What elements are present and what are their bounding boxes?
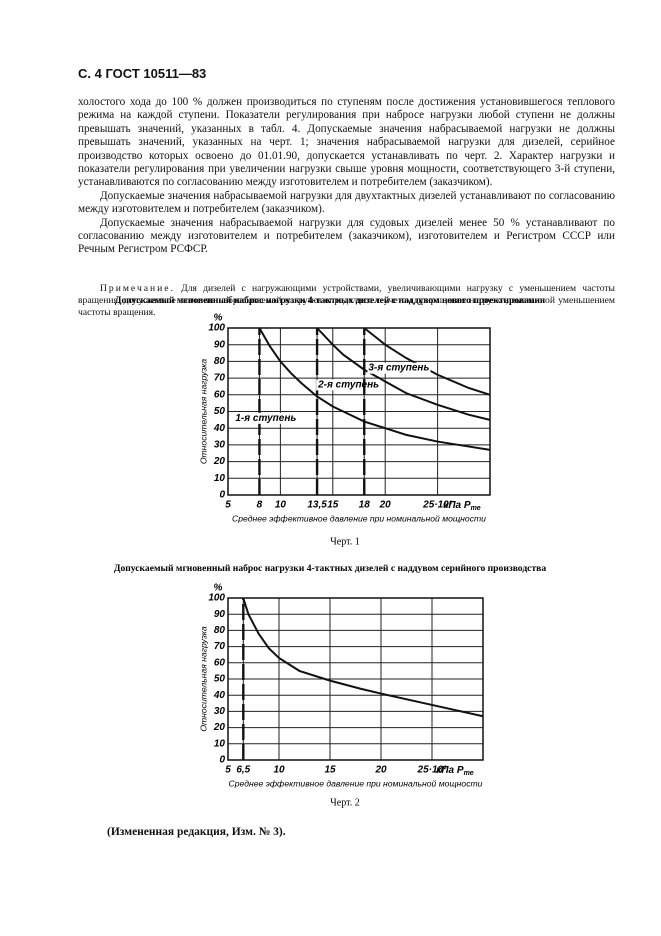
x-tick-label: 15: [327, 500, 339, 511]
chart-caption: Черт. 1: [330, 536, 359, 547]
x-tick-label: 15: [324, 765, 336, 776]
x-unit: кПа Pme: [443, 500, 481, 512]
y-tick-label: 60: [214, 389, 226, 400]
plot-frame: [227, 597, 484, 761]
paragraph: Допускаемые значения набрасываемой нагру…: [78, 216, 615, 256]
y-tick-label: 0: [219, 755, 225, 766]
curve: [316, 327, 491, 421]
y-tick-label: 10: [214, 738, 226, 749]
plot-frame: [227, 327, 491, 496]
chart-title: Допускаемый мгновенный наброс нагрузки 4…: [115, 295, 545, 306]
y-axis-label: Относительная нагрузка: [198, 626, 208, 732]
x-tick-label: 10: [273, 765, 285, 776]
paragraph: Допускаемые значения набрасываемой нагру…: [78, 189, 615, 216]
y-tick-label: 0: [219, 490, 225, 501]
chart-caption: Черт. 2: [330, 797, 359, 808]
series-label: 2-я ступень: [317, 379, 379, 390]
curve: [258, 327, 491, 451]
x-tick-label: 25·10²: [417, 765, 448, 776]
y-tick-label: 30: [214, 706, 226, 717]
y-tick-label: 50: [214, 674, 226, 685]
body-text: холостого хода до 100 % должен производи…: [78, 96, 615, 257]
y-tick-label: 40: [213, 423, 226, 434]
series-label: 3-я ступень: [368, 363, 429, 374]
page-header: С. 4 ГОСТ 10511—83: [78, 66, 207, 81]
x-tick-label: 25·10²: [422, 500, 453, 511]
x-tick-label: 10: [275, 500, 287, 511]
y-tick-label: 80: [214, 356, 226, 367]
footer: (Измененная редакция, Изм. № 3).: [107, 826, 286, 838]
y-unit: %: [214, 313, 223, 324]
x-tick-label: 13,5: [307, 500, 327, 511]
y-tick-label: 70: [214, 373, 226, 384]
y-tick-label: 50: [214, 406, 226, 417]
x-tick-label: 8: [257, 500, 263, 511]
x-unit-text: кПа P: [436, 765, 464, 776]
y-tick-label: 30: [214, 440, 226, 451]
label-bg: [234, 412, 298, 424]
x-unit-text: кПа P: [443, 500, 471, 511]
x-axis-label: Среднее эффективное давление при номинал…: [232, 513, 486, 523]
y-tick-label: 60: [214, 657, 226, 668]
curve: [242, 597, 484, 718]
x-tick-label: 5: [225, 500, 231, 511]
x-tick-label: 20: [379, 500, 392, 511]
x-tick-label: 6,5: [236, 765, 250, 776]
label-bg: [367, 362, 431, 374]
series-label: 1-я ступень: [235, 413, 296, 424]
y-tick-label: 90: [214, 609, 226, 620]
y-tick-label: 10: [214, 473, 226, 484]
y-tick-label: 100: [208, 323, 225, 334]
y-tick-label: 20: [213, 456, 226, 467]
x-tick-label: 5: [225, 765, 231, 776]
y-tick-label: 70: [214, 641, 226, 652]
chart-title: Допускаемый мгновенный наброс нагрузки 4…: [114, 563, 546, 574]
y-unit: %: [214, 583, 223, 594]
x-tick-label: 20: [374, 765, 387, 776]
y-tick-label: 90: [214, 339, 226, 350]
x-axis-label: Среднее эффективное давление при номинал…: [229, 778, 483, 788]
paragraph: холостого хода до 100 % должен производи…: [78, 96, 615, 189]
y-axis-label: Относительная нагрузка: [198, 359, 208, 465]
y-tick-label: 20: [213, 722, 226, 733]
y-tick-label: 40: [213, 690, 226, 701]
y-tick-label: 100: [208, 593, 225, 604]
x-tick-label: 18: [359, 500, 371, 511]
note: Примечание. Для дизелей с нагружающими у…: [78, 283, 615, 319]
label-bg: [316, 379, 381, 391]
x-unit-sub: me: [471, 505, 481, 512]
x-unit-sub: me: [464, 770, 474, 777]
note-label: Примечание.: [100, 283, 175, 294]
x-unit: кПа Pme: [436, 765, 474, 777]
note-text: Для дизелей с нагружающими устройствами,…: [78, 283, 616, 318]
y-tick-label: 80: [214, 625, 226, 636]
